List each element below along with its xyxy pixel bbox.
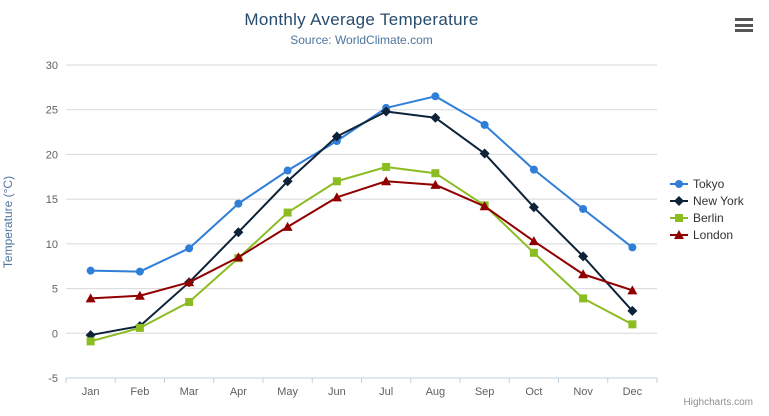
legend-label: London [693,228,734,242]
data-point[interactable] [331,131,342,142]
data-point[interactable] [282,221,293,231]
data-point[interactable] [233,252,244,262]
legend-item-tokyo[interactable]: Tokyo [670,177,744,191]
x-axis-label: Jul [379,386,393,398]
x-axis-label: Mar [180,386,199,398]
data-point[interactable] [185,297,194,306]
credits-link[interactable]: Highcharts.com [683,397,753,408]
series-tokyo[interactable] [86,92,637,276]
x-axis-label: Apr [230,386,247,398]
y-axis-label: 10 [46,239,58,251]
data-point[interactable] [86,337,95,346]
data-point[interactable] [627,285,638,295]
data-point[interactable] [282,176,293,187]
data-point[interactable] [135,267,144,276]
data-point[interactable] [431,169,440,178]
x-axis-label: May [277,386,298,398]
data-point[interactable] [529,248,538,257]
x-axis-label: Jan [82,386,100,398]
series-new-york[interactable] [85,106,638,341]
legend-label: New York [693,194,744,208]
chart-title: Monthly Average Temperature [244,10,479,29]
data-point[interactable] [528,202,539,213]
y-axis-label: 20 [46,149,58,161]
series-london[interactable] [85,176,638,303]
data-point[interactable] [578,251,589,262]
x-axis-label: Oct [525,386,542,398]
data-point[interactable] [479,148,490,159]
legend-item-new-york[interactable]: New York [670,194,744,208]
data-point[interactable] [233,227,244,238]
series-line-new-york [89,110,634,337]
y-axis-label: 15 [46,194,58,206]
data-point[interactable] [381,106,392,117]
legend-label: Berlin [693,211,724,225]
data-point[interactable] [578,269,589,279]
x-axis-label: Jun [328,386,346,398]
data-point[interactable] [381,176,392,186]
y-axis-title: Temperature (°C) [1,175,15,269]
x-axis-label: Nov [573,386,593,398]
hamburger-menu-icon[interactable] [733,16,755,34]
data-point[interactable] [234,199,243,208]
data-point[interactable] [579,294,588,303]
data-point[interactable] [283,166,292,175]
data-point[interactable] [479,201,490,211]
data-point[interactable] [529,165,538,174]
data-point[interactable] [86,266,95,275]
data-point[interactable] [85,293,96,303]
x-axis-label: Feb [130,386,149,398]
data-point[interactable] [431,92,440,101]
y-axis-label: 0 [52,328,58,340]
legend-item-berlin[interactable]: Berlin [670,211,744,225]
data-point[interactable] [430,112,441,123]
data-point[interactable] [430,179,441,189]
y-axis-label: 5 [52,284,58,296]
data-point[interactable] [184,277,195,287]
y-axis-label: 30 [46,60,58,72]
data-point[interactable] [627,305,638,316]
legend-label: Tokyo [693,177,725,191]
data-point[interactable] [134,290,145,300]
x-axis-label: Dec [623,386,643,398]
hamburger-bar [735,23,753,27]
hamburger-bar [735,29,753,32]
data-point[interactable] [480,120,489,129]
circle-marker-icon [670,180,688,188]
series-line-berlin [89,165,634,343]
y-axis-label: -5 [48,373,58,385]
legend: Tokyo New York Berlin London [670,177,744,242]
data-point[interactable] [628,243,637,252]
data-point[interactable] [382,162,391,171]
data-point[interactable] [283,208,292,217]
triangle-marker-icon [670,230,688,239]
data-point[interactable] [135,323,144,332]
series-line-tokyo [89,95,634,273]
legend-item-london[interactable]: London [670,228,744,242]
data-point[interactable] [331,192,342,202]
series-line-london [89,180,634,300]
y-axis-label: 25 [46,105,58,117]
x-axis-label: Sep [475,386,495,398]
data-point[interactable] [528,236,539,246]
data-point[interactable] [185,244,194,253]
square-marker-icon [670,214,688,222]
chart-subtitle: Source: WorldClimate.com [290,33,433,47]
data-point[interactable] [579,204,588,213]
data-point[interactable] [332,177,341,186]
data-point[interactable] [628,320,637,329]
x-axis-label: Aug [426,386,446,398]
diamond-marker-icon [670,196,688,206]
hamburger-bar [735,18,753,21]
